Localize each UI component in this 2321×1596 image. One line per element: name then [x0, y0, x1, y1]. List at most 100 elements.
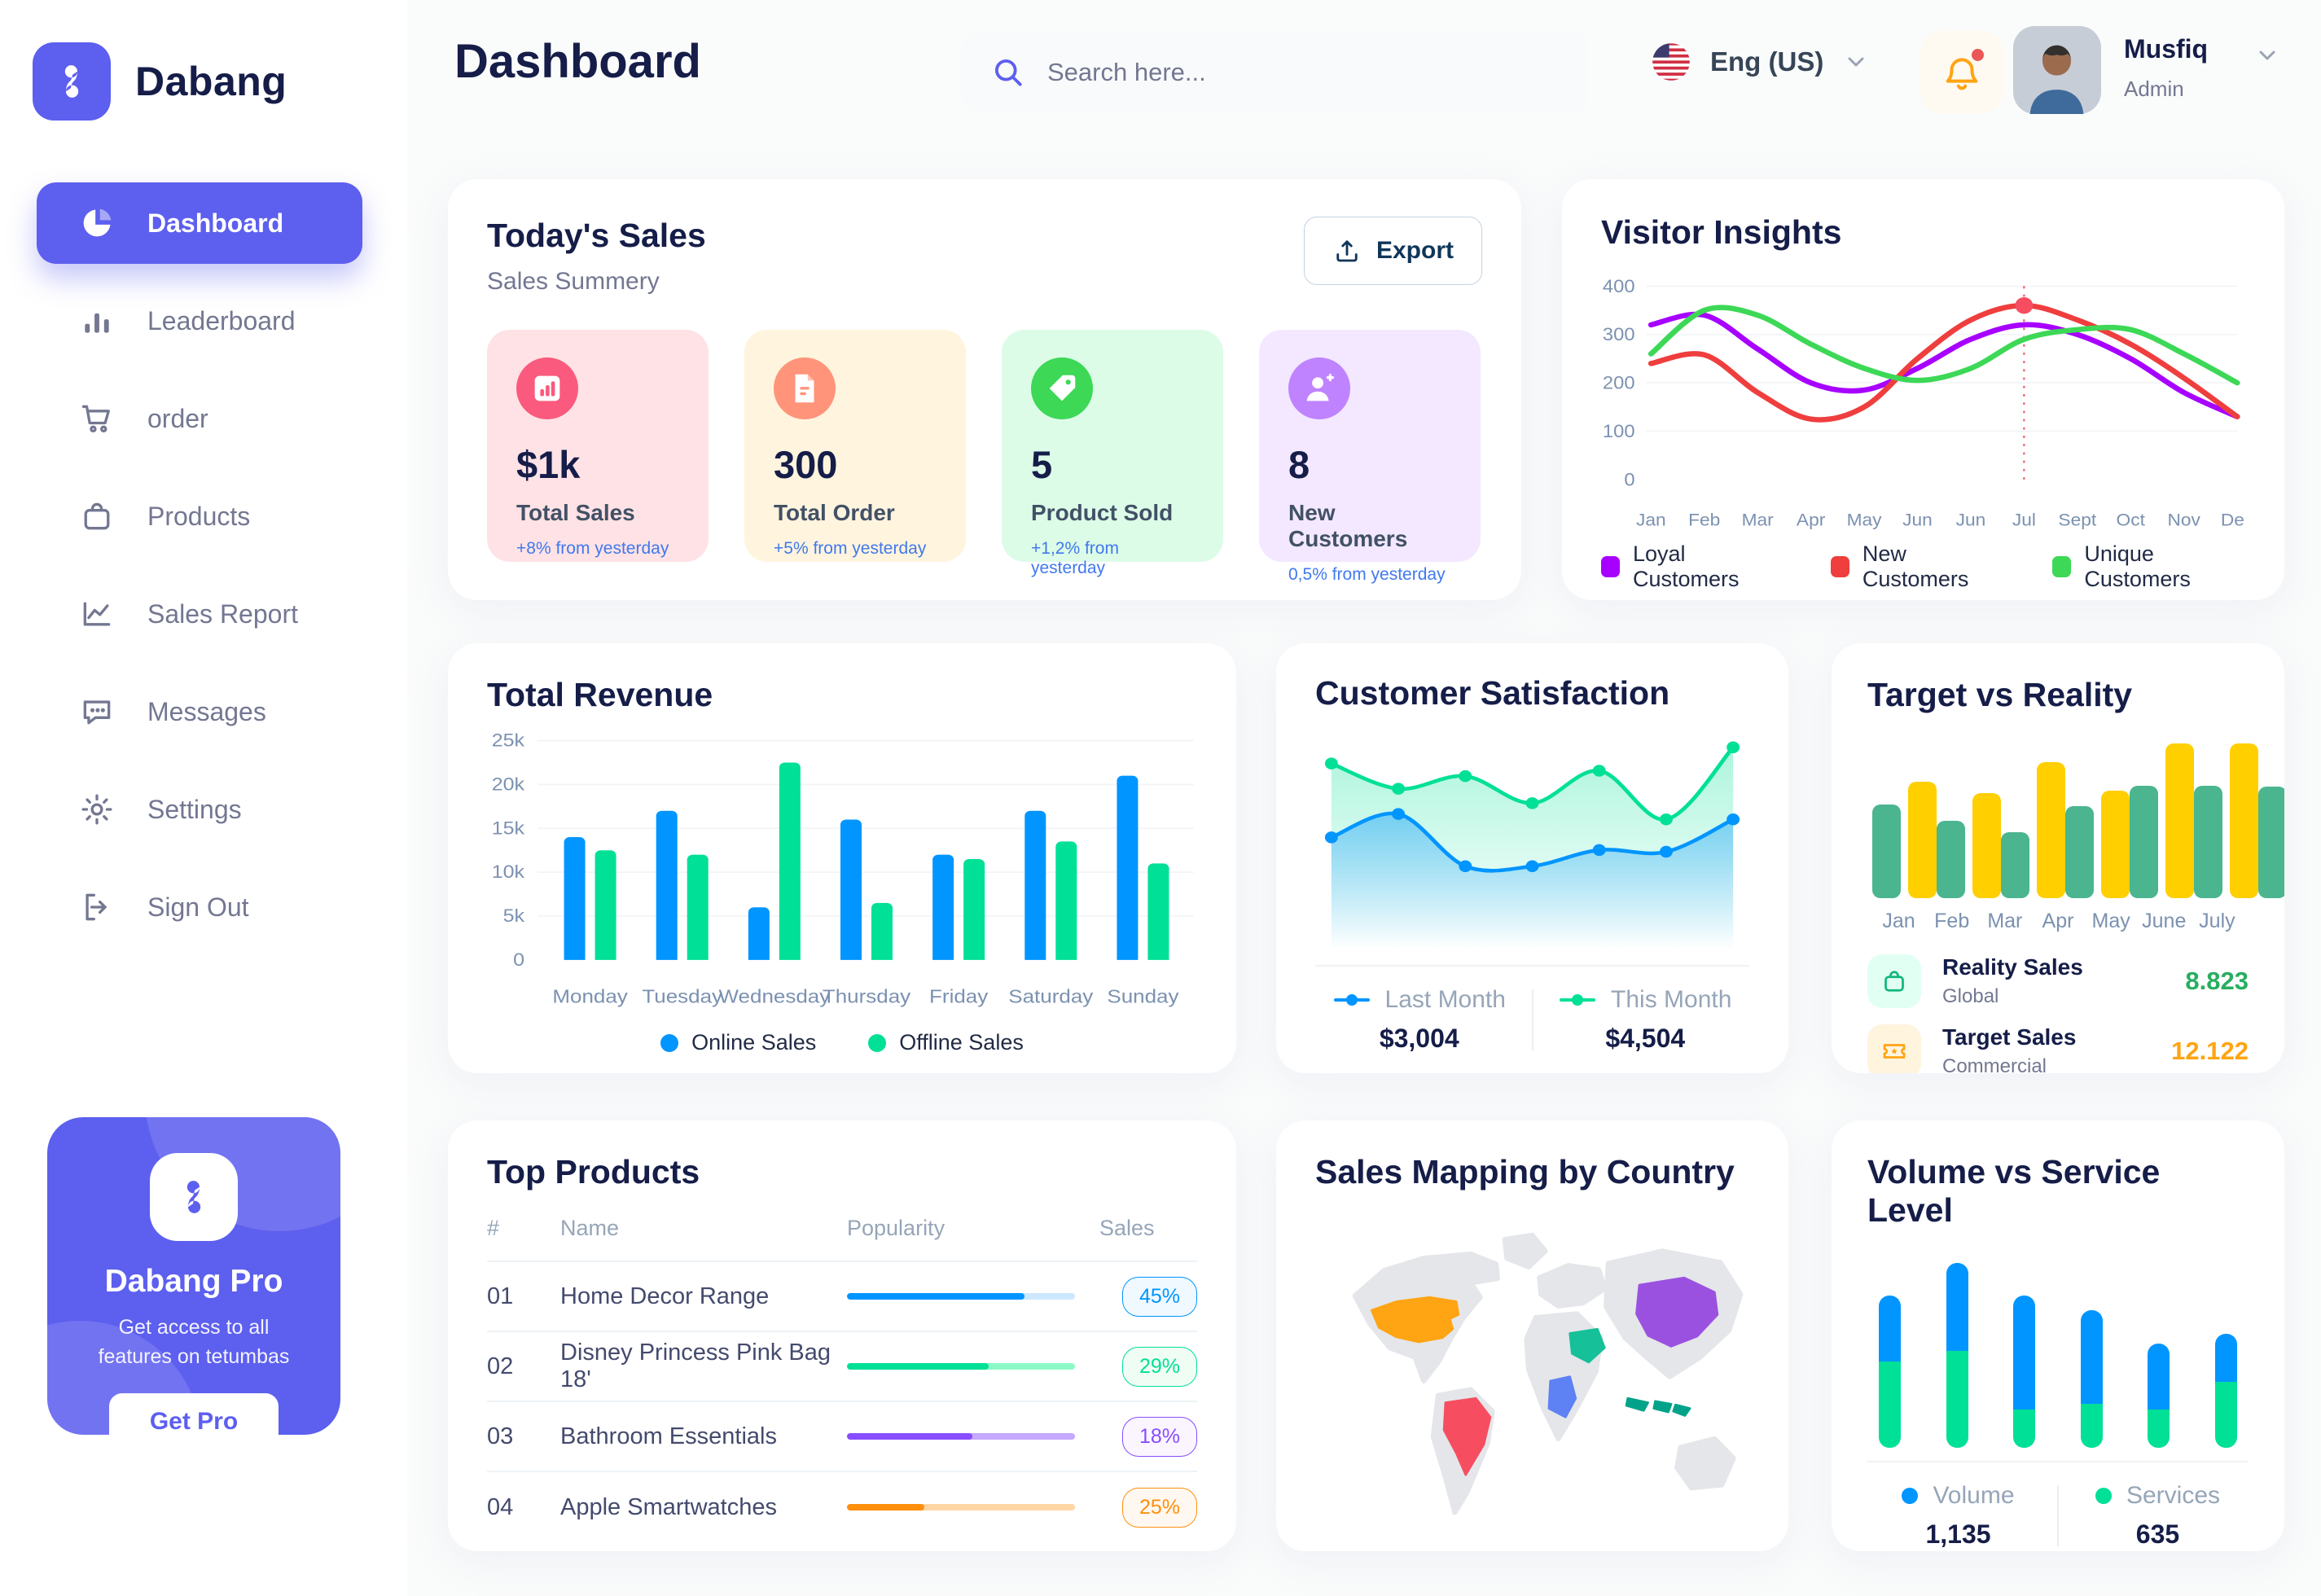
- user-menu-chevron-icon[interactable]: [2254, 42, 2280, 68]
- legend-item-last-month: Last Month $3,004: [1315, 986, 1524, 1054]
- bar-chart-icon: [79, 303, 115, 339]
- visitor-insights-legend: Loyal Customers New Customers Unique Custo…: [1601, 542, 2245, 592]
- page-title: Dashboard: [454, 35, 701, 88]
- x-label: Apr: [2042, 910, 2074, 932]
- sales-mapping-card: Sales Mapping by Country: [1276, 1120, 1788, 1551]
- country-indonesia: [1652, 1400, 1673, 1414]
- app-logo-row: Dabang: [0, 0, 407, 121]
- notifications-button[interactable]: [1920, 31, 2003, 114]
- bag-green-icon: [1867, 954, 1921, 1008]
- notification-dot: [1972, 49, 1984, 61]
- popularity-bar: [847, 1433, 1075, 1440]
- x-label: July: [2199, 910, 2235, 932]
- sidebar-item-sales-report[interactable]: Sales Report: [37, 573, 362, 655]
- svg-text:Thursday: Thursday: [823, 987, 911, 1007]
- avatar[interactable]: [2013, 26, 2101, 114]
- divider: [1867, 1461, 2249, 1462]
- line-marker-icon: [1560, 994, 1596, 1006]
- reality-bar: [2065, 806, 2094, 898]
- x-label: May: [2091, 910, 2130, 932]
- volume-segment: [2214, 1334, 2237, 1382]
- legend-item-loyal-customers: Loyal Customers: [1601, 542, 1779, 592]
- stat-delta: +8% from yesterday: [516, 539, 669, 558]
- sign-out-icon: [79, 889, 115, 925]
- sidebar-item-leaderboard[interactable]: Leaderboard: [37, 280, 362, 362]
- services-segment: [2214, 1382, 2237, 1448]
- svg-text:Wednesday: Wednesday: [718, 987, 831, 1007]
- legend-swatch: [1601, 556, 1620, 577]
- sidebar-item-order[interactable]: order: [37, 378, 362, 459]
- divider: [1315, 965, 1749, 967]
- stat-label: New Customers: [1288, 500, 1408, 551]
- bell-icon: [1946, 58, 1978, 90]
- legend-item-online-sales: Online Sales: [660, 1030, 816, 1055]
- sales-badge: 25%: [1121, 1487, 1197, 1528]
- stat-card-product-sold: 5 Product Sold +1,2% from yesterday: [1002, 330, 1223, 577]
- stat-value: 8: [1288, 443, 1310, 486]
- sidebar-item-label: Dashboard: [147, 208, 284, 238]
- customer-satisfaction-title: Customer Satisfaction: [1315, 674, 1670, 712]
- map-continents: [1352, 1232, 1744, 1515]
- bar-group-may: [2130, 743, 2194, 898]
- svg-text:15k: 15k: [492, 818, 525, 838]
- search-icon: [994, 59, 1022, 86]
- sidebar-item-messages[interactable]: Messages: [37, 671, 362, 752]
- legend-item-offline-sales: Offline Sales: [868, 1030, 1024, 1055]
- target-bar: [2165, 743, 2194, 898]
- sidebar-item-settings[interactable]: Settings: [37, 769, 362, 850]
- user-plus-icon: [1288, 357, 1350, 419]
- line-marker-icon: [1333, 994, 1370, 1006]
- product-row-bathroom-essentials: 03 Bathroom Essentials 18%: [487, 1402, 1197, 1472]
- dabang-pro-icon: [150, 1153, 238, 1241]
- get-pro-button[interactable]: Get Pro: [109, 1392, 279, 1435]
- export-button[interactable]: Export: [1303, 217, 1482, 285]
- bag-icon: [79, 498, 115, 534]
- legend-item-this-month: This Month $4,504: [1542, 986, 1750, 1054]
- svg-text:Jul: Jul: [2012, 510, 2036, 529]
- target-vs-reality-x-labels: Jan Feb Mar Apr May June July: [1867, 910, 2249, 933]
- sidebar-item-sign-out[interactable]: Sign Out: [37, 866, 362, 948]
- country-dr-congo: [1547, 1375, 1577, 1418]
- customer-satisfaction-chart: [1315, 730, 1749, 952]
- stat-delta: +5% from yesterday: [774, 539, 927, 558]
- target-bar: [1972, 793, 2001, 898]
- product-row-home-decor-range: 01 Home Decor Range 45%: [487, 1262, 1197, 1332]
- cart-icon: [79, 401, 115, 436]
- country-indonesia: [1672, 1403, 1691, 1417]
- svg-text:Jun: Jun: [1902, 510, 1933, 529]
- country-brazil: [1442, 1396, 1492, 1476]
- pro-subtitle: Get access to all features on tetumbas: [98, 1316, 290, 1369]
- stat-value: 5: [1031, 443, 1053, 486]
- chevron-down-icon: [1843, 49, 1869, 75]
- country-united-states: [1370, 1296, 1460, 1344]
- sidebar-item-dashboard[interactable]: Dashboard: [37, 182, 362, 264]
- legend-item-reality-sales: Reality Sales Global 8.823: [1867, 954, 2249, 1008]
- volume-service-title: Volume vs Service Level: [1867, 1153, 2161, 1229]
- todays-sales-subtitle: Sales Summery: [487, 268, 660, 295]
- volume-service-chart: [1867, 1259, 2249, 1448]
- legend-item-volume: Volume 1,135: [1867, 1482, 2049, 1550]
- target-vs-reality-chart: [1867, 739, 2284, 898]
- search-input[interactable]: [1047, 58, 1559, 87]
- total-revenue-chart: 0 5k 10k 15k 20k 25k Monday Tuesday Wednesday Thu…: [487, 732, 1197, 1019]
- svg-text:Des: Des: [2221, 510, 2245, 529]
- stat-delta: 0,5% from yesterday: [1288, 565, 1446, 584]
- pie-chart-icon: [79, 205, 115, 241]
- services-segment: [1946, 1351, 1968, 1448]
- ticket-icon: [1867, 1024, 1921, 1073]
- stacked-bar-3: [2013, 1296, 2036, 1448]
- total-revenue-legend: Online Sales Offline Sales: [487, 1030, 1197, 1055]
- reality-bar: [2194, 786, 2222, 898]
- sidebar-item-products[interactable]: Products: [37, 476, 362, 557]
- chart-icon: [516, 357, 578, 419]
- svg-text:5k: 5k: [503, 905, 525, 925]
- stat-card-total-order: 300 Total Order +5% from yesterday: [744, 330, 966, 562]
- legend-divider: [1531, 989, 1533, 1050]
- legend-item-unique-customers: Unique Customers: [2052, 542, 2245, 592]
- svg-text:Feb: Feb: [1688, 510, 1720, 529]
- search-bar: [961, 31, 1588, 114]
- volume-segment: [1879, 1296, 1901, 1361]
- language-selector[interactable]: Eng (US): [1652, 42, 1869, 81]
- target-bar: [2101, 791, 2130, 898]
- legend-divider: [2057, 1485, 2059, 1546]
